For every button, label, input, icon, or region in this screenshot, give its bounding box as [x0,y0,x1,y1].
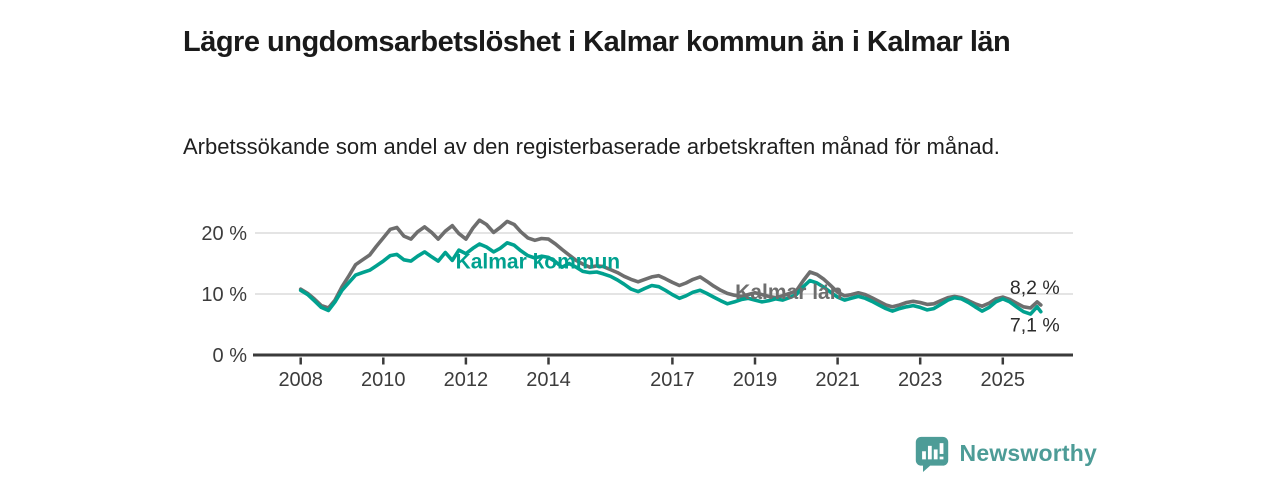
series-line-kalmar-kommun [298,241,1043,316]
series-label-kalmar-kommun: Kalmar kommun [456,251,621,274]
chart-title: Lägre ungdomsarbetslöshet i Kalmar kommu… [183,26,1011,59]
newsworthy-branding: Newsworthy [914,435,1097,472]
x-tick-label-2008: 2008 [278,369,323,391]
end-value-label-kalmar-l-n: 8,2 % [1010,277,1060,299]
x-tick-label-2017: 2017 [650,369,695,391]
newsworthy-logo-icon [915,436,948,472]
series-line-kalmar-l-n [298,218,1043,310]
y-tick-label-20: 20 % [201,223,247,245]
y-tick-label-0: 0 % [213,345,248,367]
x-tick-label-2023: 2023 [898,369,943,391]
x-tick-label-2010: 2010 [361,369,406,391]
series-label-kalmar-l-n: Kalmar län [735,281,842,304]
x-tick-label-2021: 2021 [815,369,860,391]
x-tick-label-2019: 2019 [733,369,778,391]
chart-subtitle: Arbetssökande som andel av den registerb… [183,134,1000,159]
y-tick-label-10: 10 % [201,284,247,306]
end-value-label-kalmar-kommun: 7,1 % [1010,315,1060,337]
newsworthy-logo-text: Newsworthy [959,440,1097,466]
x-tick-label-2012: 2012 [444,369,489,391]
x-tick-label-2025: 2025 [981,369,1026,391]
x-tick-label-2014: 2014 [526,369,571,391]
